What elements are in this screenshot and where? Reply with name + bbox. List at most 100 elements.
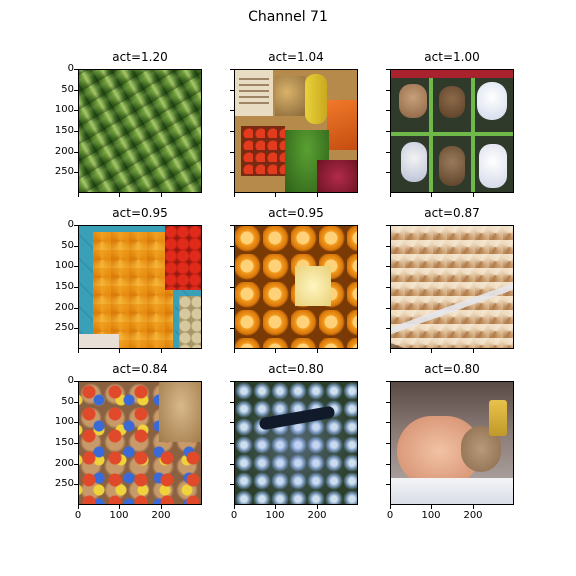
panel-title: act=0.80 <box>268 362 324 376</box>
y-tick-label: 250 <box>54 166 74 177</box>
y-tick-label: 100 <box>54 260 74 271</box>
y-tick <box>386 69 390 70</box>
x-tick <box>234 193 235 197</box>
y-tick <box>386 131 390 132</box>
y-tick <box>74 110 78 111</box>
figure-title: Channel 71 <box>248 9 328 25</box>
x-tick-label: 200 <box>307 510 327 521</box>
panel-image-oranges <box>234 225 358 349</box>
x-tick <box>119 193 120 197</box>
y-tick <box>230 402 234 403</box>
x-tick <box>234 349 235 353</box>
y-tick <box>386 266 390 267</box>
x-tick-label: 100 <box>421 510 441 521</box>
x-tick <box>431 193 432 197</box>
y-tick-label: 0 <box>67 63 74 74</box>
y-tick <box>230 464 234 465</box>
y-tick-label: 150 <box>54 125 74 136</box>
panel-image-bread-cubes <box>390 225 514 349</box>
y-tick <box>230 328 234 329</box>
y-tick-label: 150 <box>54 281 74 292</box>
x-tick <box>275 505 276 509</box>
y-tick <box>74 69 78 70</box>
y-tick <box>386 308 390 309</box>
panel-image-stuffed-toys-pile <box>78 381 202 505</box>
y-tick <box>230 152 234 153</box>
panel-title: act=1.20 <box>112 50 168 64</box>
x-tick <box>78 505 79 509</box>
y-tick-label: 200 <box>54 146 74 157</box>
y-tick <box>74 443 78 444</box>
y-tick <box>230 266 234 267</box>
x-tick <box>431 505 432 509</box>
y-tick <box>386 402 390 403</box>
panel-image-baby-photo <box>390 381 514 505</box>
y-tick <box>74 152 78 153</box>
y-tick-label: 200 <box>54 458 74 469</box>
y-tick <box>386 443 390 444</box>
panel-title: act=0.87 <box>424 206 480 220</box>
panel-title: act=0.80 <box>424 362 480 376</box>
x-tick-label: 0 <box>74 510 82 521</box>
y-tick <box>386 287 390 288</box>
panel-title: act=1.04 <box>268 50 324 64</box>
panel-1: act=1.20 0 50 100 150 200 250 <box>55 50 202 197</box>
panel-title: act=0.95 <box>268 206 324 220</box>
y-tick <box>230 172 234 173</box>
x-tick <box>119 349 120 353</box>
y-tick-label: 100 <box>54 104 74 115</box>
panel-6: act=0.87 <box>386 206 514 353</box>
y-tick <box>230 131 234 132</box>
x-tick <box>119 505 120 509</box>
y-tick <box>74 422 78 423</box>
x-tick <box>317 349 318 353</box>
y-tick <box>386 381 390 382</box>
panel-title: act=0.95 <box>112 206 168 220</box>
y-tick-label: 150 <box>54 437 74 448</box>
x-tick <box>317 193 318 197</box>
x-tick <box>78 349 79 353</box>
y-tick-label: 50 <box>61 84 74 95</box>
y-tick <box>230 246 234 247</box>
y-tick <box>74 172 78 173</box>
y-tick <box>386 328 390 329</box>
y-tick <box>74 328 78 329</box>
y-tick-label: 50 <box>61 240 74 251</box>
y-tick <box>74 90 78 91</box>
panel-title: act=1.00 <box>424 50 480 64</box>
y-tick-label: 50 <box>61 396 74 407</box>
y-tick <box>230 110 234 111</box>
y-tick <box>74 225 78 226</box>
panel-title: act=0.84 <box>112 362 168 376</box>
y-tick <box>74 381 78 382</box>
panel-3: act=1.00 <box>386 50 514 197</box>
x-tick <box>275 349 276 353</box>
y-tick-label: 250 <box>54 478 74 489</box>
x-tick <box>431 349 432 353</box>
panel-9: act=0.80 0 100 200 <box>386 362 514 521</box>
x-tick <box>390 505 391 509</box>
x-tick <box>161 193 162 197</box>
panel-4: act=0.95 0 50 100 150 200 250 <box>55 206 202 353</box>
x-tick-label: 200 <box>463 510 483 521</box>
panel-image-vegetables-market <box>234 69 358 193</box>
y-tick <box>74 246 78 247</box>
x-tick <box>275 193 276 197</box>
y-tick <box>230 484 234 485</box>
y-tick <box>386 464 390 465</box>
x-tick <box>234 505 235 509</box>
y-tick <box>74 464 78 465</box>
y-tick <box>230 225 234 226</box>
x-tick <box>473 505 474 509</box>
y-tick-label: 100 <box>54 416 74 427</box>
y-tick <box>74 402 78 403</box>
x-tick-label: 0 <box>230 510 238 521</box>
y-tick <box>386 422 390 423</box>
y-tick <box>386 225 390 226</box>
panel-2: act=1.04 <box>230 50 358 197</box>
panel-image-teddy-bears-boxes <box>390 69 514 193</box>
y-tick <box>386 246 390 247</box>
y-tick-label: 250 <box>54 322 74 333</box>
y-tick <box>74 287 78 288</box>
x-tick <box>317 505 318 509</box>
